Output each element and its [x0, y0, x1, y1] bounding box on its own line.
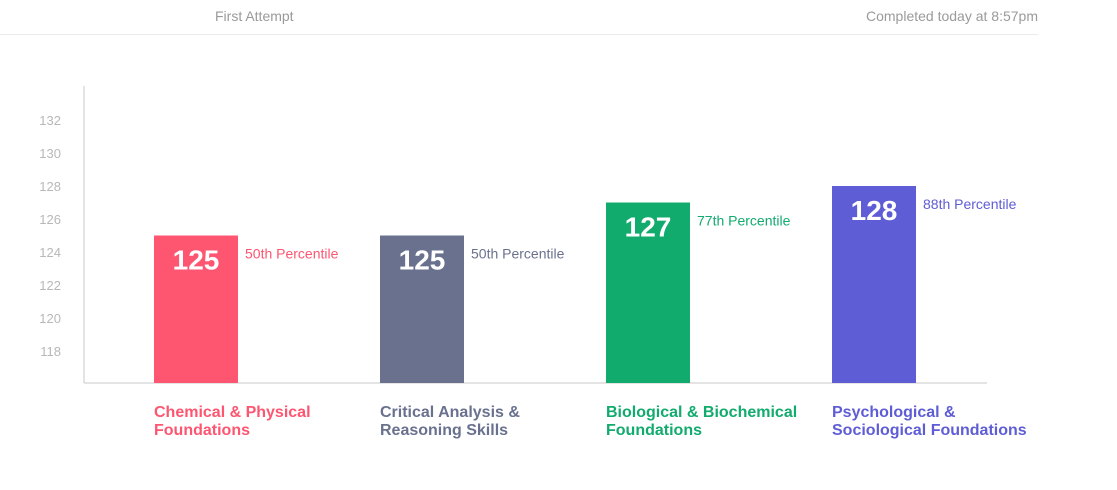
category-label: Biological & Biochemical Foundations: [606, 404, 836, 440]
percentile-label: 88th Percentile: [923, 196, 1017, 212]
category-label-line: Critical Analysis &: [380, 404, 520, 421]
y-tick-label: 122: [39, 278, 61, 293]
bar-value-label: 128: [851, 195, 898, 226]
category-label-line: Foundations: [154, 422, 250, 439]
bar: [154, 235, 238, 383]
y-tick-label: 120: [39, 311, 61, 326]
percentile-label: 77th Percentile: [697, 213, 791, 229]
bar: [606, 202, 690, 383]
y-tick-label: 124: [39, 245, 61, 260]
category-label: Chemical & Physical Foundations: [154, 404, 384, 440]
category-label-line: Psychological &: [832, 404, 956, 421]
category-label-line: Biological & Biochemical: [606, 404, 798, 421]
attempt-label: First Attempt: [215, 8, 294, 24]
bar-value-label: 125: [173, 245, 220, 276]
bar-value-label: 125: [399, 245, 446, 276]
category-label: Psychological & Sociological Foundations: [832, 404, 1062, 440]
y-tick-label: 132: [39, 113, 61, 128]
category-label-line: Chemical & Physical: [154, 404, 311, 421]
category-label-line: Sociological Foundations: [832, 422, 1027, 439]
bar-value-label: 127: [625, 212, 672, 243]
y-tick-label: 128: [39, 179, 61, 194]
y-tick-label: 130: [39, 146, 61, 161]
y-tick-label: 126: [39, 212, 61, 227]
bar: [380, 235, 464, 383]
percentile-label: 50th Percentile: [245, 246, 339, 262]
category-label-line: Reasoning Skills: [380, 422, 509, 439]
category-label-line: Foundations: [606, 422, 702, 439]
results-header: First Attempt Completed today at 8:57pm: [0, 0, 1038, 35]
y-tick-label: 118: [40, 344, 61, 359]
completed-timestamp: Completed today at 8:57pm: [866, 8, 1038, 24]
bar: [832, 186, 916, 383]
category-label: Critical Analysis & Reasoning Skills: [380, 404, 610, 440]
percentile-label: 50th Percentile: [471, 246, 565, 262]
